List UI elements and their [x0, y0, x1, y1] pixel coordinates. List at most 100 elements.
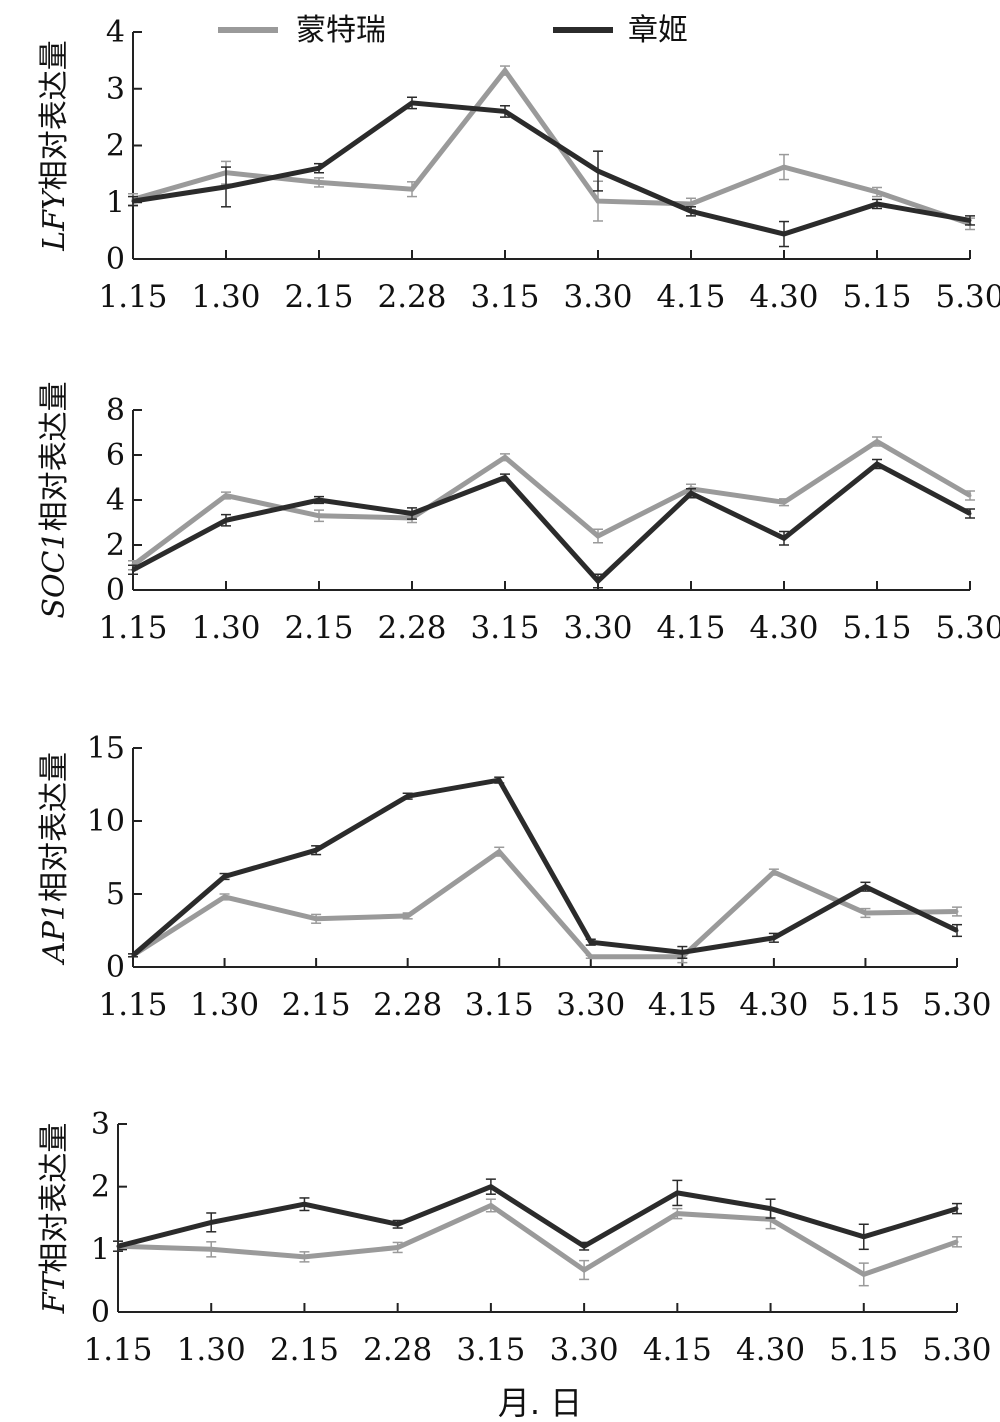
y-tick-label: 3 [106, 72, 125, 107]
x-tick-label: 2.28 [373, 987, 442, 1023]
y-axis-label-gene: FT [37, 1271, 72, 1315]
data-point [410, 512, 414, 515]
data-point [503, 476, 507, 479]
y-tick-label: 2 [91, 1170, 110, 1205]
x-tick-label: 3.30 [563, 610, 632, 646]
y-tick-label: 8 [106, 393, 125, 428]
x-tick-label: 4.15 [656, 610, 725, 646]
data-point [772, 936, 776, 940]
data-point [689, 491, 693, 495]
y-axis-label-suffix: 相对表达量 [37, 1123, 72, 1273]
x-tick-label: 4.15 [643, 1332, 712, 1368]
y-tick-label: 5 [106, 877, 125, 912]
y-axis-label-gene: AP1 [37, 902, 72, 966]
series-line-2 [117, 1183, 958, 1250]
legend-label-series-2: 章姬 [628, 13, 688, 48]
data-point [497, 850, 501, 854]
data-point [675, 1212, 679, 1216]
x-axis-label: 月. 日 [498, 1384, 582, 1422]
x-tick-label: 2.15 [284, 610, 353, 646]
panel-ap1: 0 5 10 15 1.15 1.30 2.15 2.28 3.15 3.30 4.15 4.30 5.… [37, 731, 992, 1023]
data-point [863, 885, 867, 889]
x-tick-label: 1.30 [190, 987, 259, 1023]
x-tick-label: 2.15 [270, 1332, 339, 1368]
data-point [782, 232, 786, 236]
x-tick-label: 4.15 [656, 279, 725, 315]
data-point [875, 440, 879, 443]
y-axis-label: LFY相对表达量 [37, 40, 72, 252]
x-tick-label: 2.15 [284, 279, 353, 315]
data-point [875, 462, 879, 466]
x-tick-label: 4.30 [749, 610, 818, 646]
data-point [209, 1247, 213, 1251]
y-axis-label: AP1相对表达量 [37, 752, 72, 966]
data-point [863, 911, 867, 915]
y-tick-label: 10 [87, 804, 125, 839]
data-point [223, 874, 227, 878]
panel-soc1: 0 2 4 6 8 1.15 1.30 2.15 2.28 3.15 3.30 4.15 4.30 5.1… [37, 381, 1000, 646]
x-tick-label: 3.30 [556, 987, 625, 1023]
x-tick-label: 2.15 [282, 987, 351, 1023]
x-tick-label: 4.30 [739, 987, 808, 1023]
data-point [689, 202, 693, 206]
y-tick-label: 0 [106, 242, 125, 277]
data-point [131, 568, 135, 572]
x-tick-label: 3.15 [470, 279, 539, 315]
y-axis-label-suffix: 相对表达量 [37, 40, 72, 190]
data-point [314, 917, 318, 921]
series-line-1 [132, 66, 971, 227]
data-point [596, 579, 600, 583]
y-tick-label: 1 [106, 185, 125, 220]
series-line-1 [117, 1202, 958, 1278]
y-tick-label: 6 [106, 438, 125, 473]
data-point [317, 166, 321, 170]
data-point [955, 1207, 959, 1211]
data-point [875, 190, 879, 194]
x-tick-label: 1.15 [98, 987, 167, 1023]
data-point [689, 209, 693, 213]
x-tick-label: 3.15 [456, 1332, 525, 1368]
x-tick-label: 5.30 [935, 279, 1000, 315]
panel-ft: 0 1 2 3 1.15 1.30 2.15 2.28 3.15 3.30 4.15 4.30 5.15… [37, 1107, 992, 1368]
data-point [224, 494, 228, 497]
y-tick-label: 2 [106, 528, 125, 563]
x-tick-label: 1.30 [177, 1332, 246, 1368]
data-point [875, 202, 879, 206]
data-point [862, 1235, 866, 1239]
data-point [596, 169, 600, 173]
data-point [209, 1220, 213, 1224]
y-axis-label: SOC1相对表达量 [37, 381, 72, 618]
data-point [782, 536, 786, 540]
y-axis-label: FT相对表达量 [37, 1123, 72, 1315]
x-tick-label: 1.15 [83, 1332, 152, 1368]
data-point [782, 165, 786, 169]
legend: 蒙特瑞 章姬 [218, 13, 688, 48]
data-point [503, 455, 507, 459]
data-point [116, 1244, 120, 1248]
y-tick-label: 4 [106, 483, 125, 518]
data-point [131, 953, 135, 957]
x-tick-label: 2.28 [363, 1332, 432, 1368]
data-point [223, 895, 227, 899]
y-tick-label: 3 [91, 1107, 110, 1142]
x-tick-label: 4.30 [736, 1332, 805, 1368]
y-tick-label: 0 [106, 573, 125, 608]
x-tick-label: 5.15 [831, 987, 900, 1023]
data-point [675, 1191, 679, 1195]
legend-label-series-1: 蒙特瑞 [296, 13, 386, 48]
x-tick-label: 4.30 [749, 279, 818, 315]
data-point [968, 494, 972, 497]
x-tick-label: 1.30 [191, 610, 260, 646]
data-point [406, 794, 410, 798]
series-line-1 [131, 848, 958, 960]
data-point [596, 199, 600, 203]
data-point [862, 1272, 866, 1276]
y-axis-label-gene: LFY [37, 187, 72, 252]
data-point [582, 1244, 586, 1248]
data-point [224, 185, 228, 189]
data-point [955, 910, 959, 914]
x-tick-label: 5.15 [829, 1332, 898, 1368]
data-point [497, 778, 501, 782]
x-tick-label: 3.30 [563, 279, 632, 315]
data-point [396, 1245, 400, 1249]
